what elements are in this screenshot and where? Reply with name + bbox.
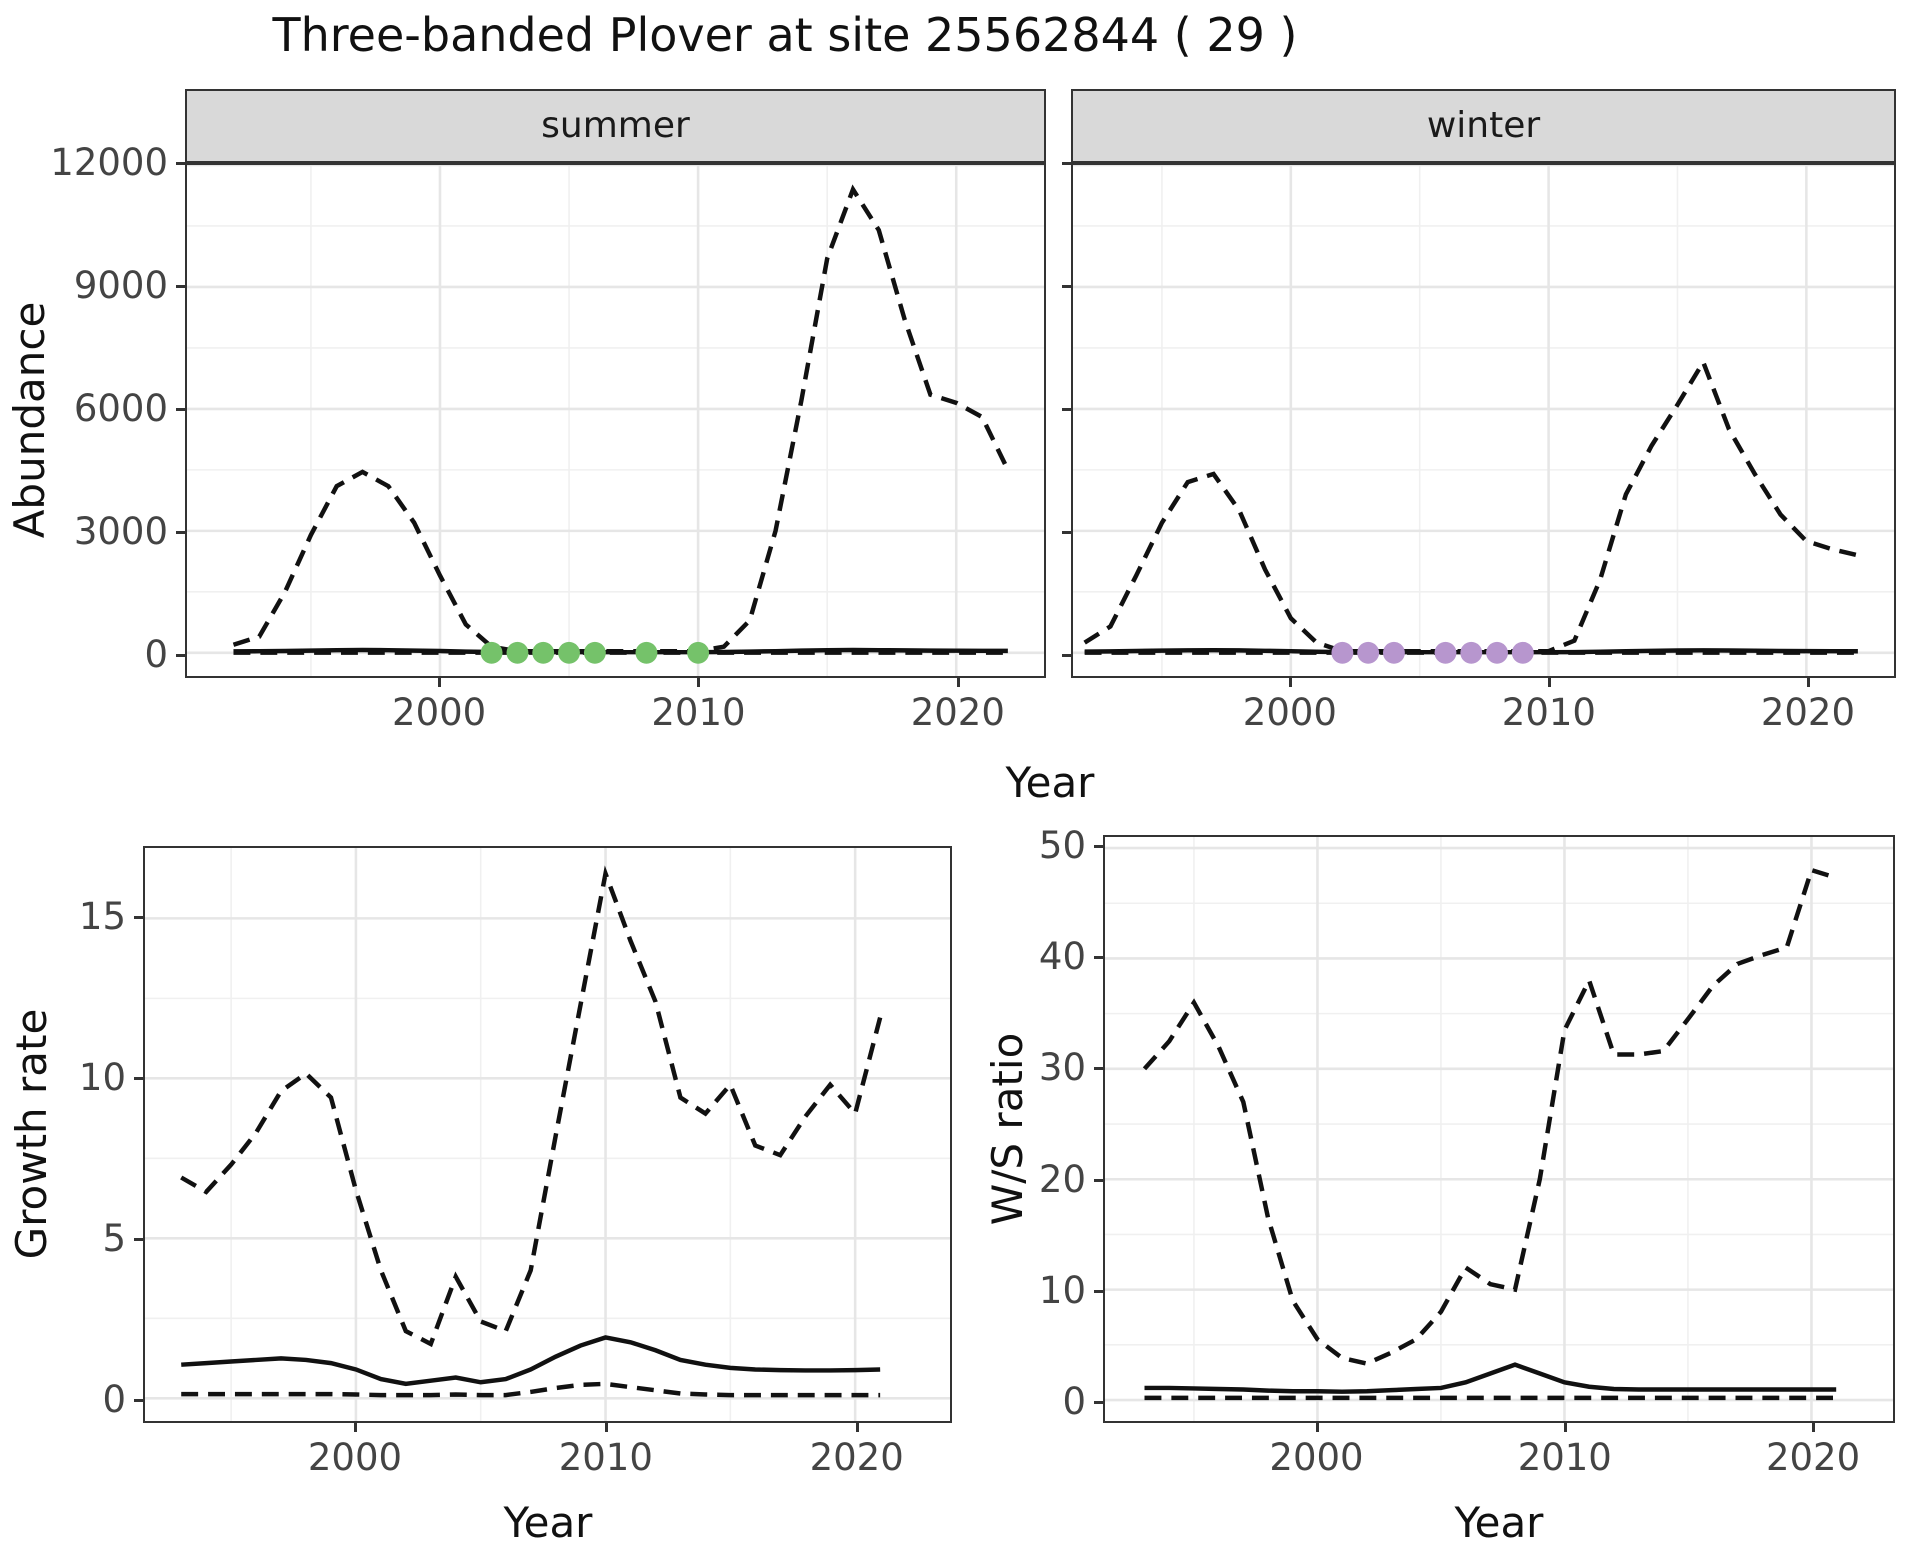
x-tick-mark [855, 1423, 859, 1432]
x-tick-mark [1288, 678, 1292, 687]
x-axis-label-ratio: Year [1454, 1498, 1544, 1547]
winter-survey-counts-point [1486, 641, 1508, 664]
x-tick-label: 2010 [1501, 691, 1596, 734]
series-upper_ci [1142, 867, 1837, 1366]
series-lower_ci [181, 1381, 881, 1398]
y-tick-mark [134, 1399, 143, 1403]
y-tick-mark [134, 915, 143, 919]
facet-strip-winter-label: winter [1426, 105, 1541, 146]
x-tick-mark [956, 678, 960, 687]
panel-growth-rate [143, 846, 952, 1423]
x-axis-label-growth: Year [503, 1498, 593, 1547]
y-tick-label: 10 [78, 1055, 126, 1099]
y-tick-label: 0 [102, 1378, 126, 1422]
x-tick-label: 2020 [1760, 691, 1855, 734]
x-tick-mark [604, 1423, 608, 1432]
x-tick-mark [353, 1423, 357, 1432]
x-tick-label: 2000 [392, 691, 487, 734]
x-tick-label: 2000 [1269, 1436, 1364, 1479]
x-tick-mark [1563, 1423, 1567, 1432]
panel-abundance-summer [185, 163, 1046, 678]
x-tick-label: 2020 [809, 1436, 904, 1479]
series-median [1144, 1362, 1837, 1394]
y-tick-mark [1062, 653, 1071, 657]
summer-survey-counts-point [532, 641, 555, 664]
y-tick-mark [1094, 1067, 1103, 1071]
summer-survey-counts-point [583, 641, 606, 664]
y-tick-label: 10 [1038, 1268, 1086, 1312]
y-tick-mark [1062, 530, 1071, 534]
y-tick-label: 50 [1038, 824, 1086, 868]
summer-survey-counts-point [687, 641, 710, 664]
y-tick-label: 6000 [73, 386, 168, 430]
x-tick-mark [1315, 1423, 1319, 1432]
winter-survey-counts-point [1331, 641, 1354, 664]
y-tick-mark [176, 653, 185, 657]
winter-survey-counts-point [1357, 641, 1380, 664]
x-tick-label: 2010 [651, 691, 746, 734]
y-tick-label: 40 [1038, 935, 1086, 979]
y-axis-label-ws-ratio: W/S ratio [983, 1032, 1032, 1226]
y-tick-label: 5 [102, 1217, 126, 1261]
y-tick-label: 9000 [73, 263, 168, 307]
y-tick-mark [176, 284, 185, 288]
series-upper_ci [1083, 357, 1859, 654]
x-tick-mark [1812, 1423, 1816, 1432]
y-tick-label: 30 [1038, 1046, 1086, 1090]
facet-strip-winter: winter [1071, 89, 1896, 163]
y-tick-mark [1094, 845, 1103, 849]
y-tick-label: 0 [1062, 1379, 1086, 1423]
y-tick-mark [1094, 956, 1103, 960]
y-tick-mark [134, 1076, 143, 1080]
series-upper_ci [180, 865, 883, 1348]
winter-survey-counts-point [1382, 641, 1405, 664]
y-tick-mark [134, 1238, 143, 1242]
y-tick-label: 20 [1038, 1157, 1086, 1201]
y-tick-mark [1062, 284, 1071, 288]
summer-survey-counts-point [506, 641, 529, 664]
x-tick-label: 2020 [1765, 1436, 1861, 1479]
x-tick-label: 2000 [307, 1436, 403, 1479]
summer-survey-counts-point [480, 641, 503, 664]
y-tick-mark [176, 530, 185, 534]
y-tick-mark [1094, 1289, 1103, 1293]
x-axis-label-top: Year [1005, 758, 1095, 807]
y-tick-mark [176, 407, 185, 411]
x-tick-label: 2020 [910, 691, 1005, 734]
y-tick-mark [1062, 407, 1071, 411]
x-tick-mark [438, 678, 442, 687]
y-tick-mark [1094, 1178, 1103, 1182]
x-tick-label: 2000 [1242, 691, 1337, 734]
y-tick-label: 12000 [50, 141, 168, 184]
winter-survey-counts-point [1434, 641, 1457, 664]
x-tick-mark [697, 678, 701, 687]
y-tick-label: 3000 [73, 509, 168, 553]
y-tick-mark [1062, 162, 1071, 165]
y-tick-mark [1094, 1400, 1103, 1404]
series-median [181, 1335, 881, 1387]
x-tick-label: 2010 [558, 1436, 653, 1479]
x-tick-mark [1547, 678, 1551, 687]
winter-survey-counts-point [1460, 641, 1483, 664]
summer-survey-counts-point [635, 641, 658, 664]
facet-strip-summer-label: summer [541, 105, 690, 146]
series-upper_ci [232, 184, 1010, 654]
x-tick-label: 2010 [1517, 1436, 1612, 1479]
summer-survey-counts-point [558, 641, 580, 664]
panel-abundance-winter [1071, 163, 1896, 678]
panel-ws-ratio [1103, 835, 1895, 1423]
plot-title: Three-banded Plover at site 25562844 ( 2… [272, 8, 1298, 62]
y-tick-mark [176, 162, 185, 165]
y-tick-label: 0 [144, 632, 168, 676]
y-tick-label: 15 [78, 894, 126, 938]
x-tick-mark [1806, 678, 1810, 687]
facet-strip-summer: summer [185, 89, 1046, 163]
winter-survey-counts-point [1511, 641, 1534, 664]
